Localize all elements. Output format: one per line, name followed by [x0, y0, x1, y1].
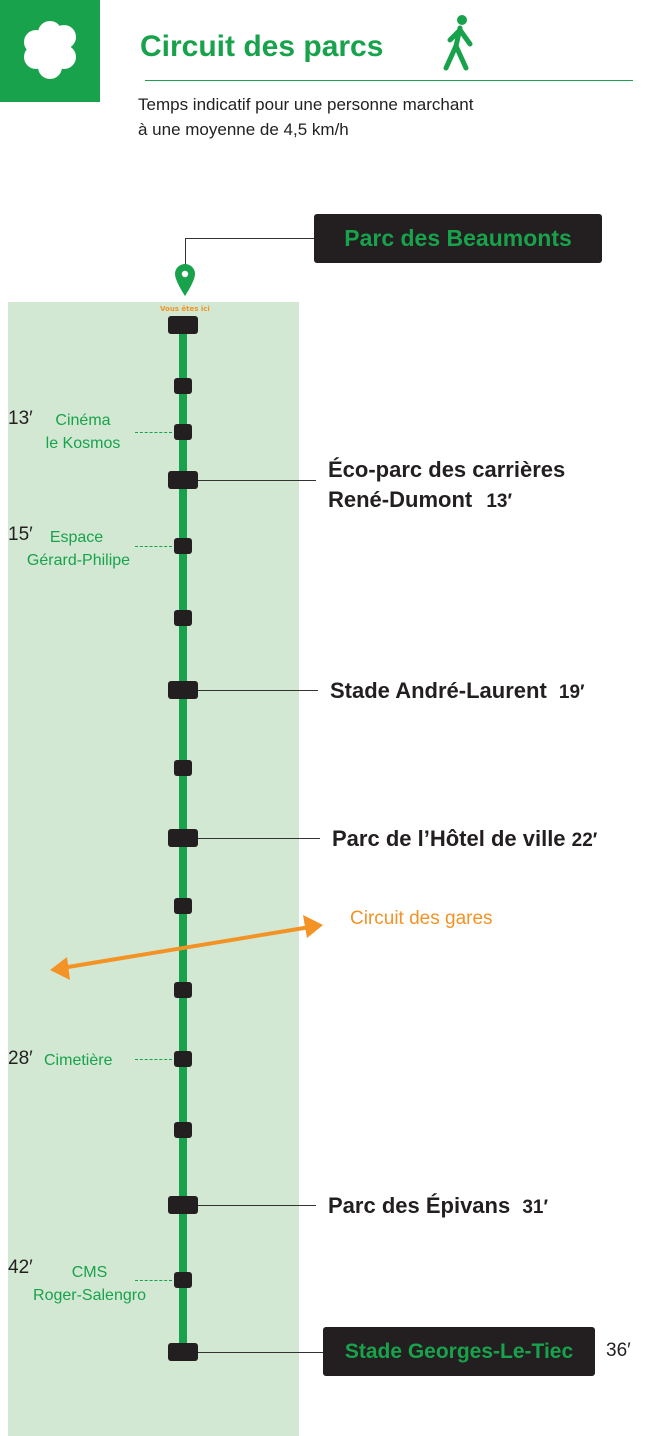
flower-cloud-icon [24, 21, 76, 79]
side-stop-name: Espace [49, 529, 104, 546]
dotted-connector [135, 1280, 172, 1281]
minor-stop [174, 378, 192, 394]
minor-stop [174, 1051, 192, 1067]
station-label: Stade André-Laurent 19′ [330, 676, 585, 708]
connector-line [198, 1352, 323, 1353]
side-stop-name: Cinéma [55, 412, 111, 429]
station-label: Éco-parc des carrières René-Dumont 13′ [328, 455, 565, 517]
dotted-connector [135, 546, 172, 547]
side-stop-time: 28′ [8, 1048, 33, 1069]
dotted-connector [135, 432, 172, 433]
station-name: Éco-parc des carrières [328, 457, 566, 482]
connector-line [185, 238, 186, 266]
side-stop-label: CMS Roger-Salengro [23, 1261, 156, 1307]
side-stop-name: le Kosmos [45, 435, 121, 452]
connector-line [185, 238, 314, 239]
park-logo [0, 0, 100, 102]
station-stop [168, 1196, 198, 1214]
station-time: 22′ [571, 830, 598, 851]
station-stop [168, 681, 198, 699]
minor-stop [174, 982, 192, 998]
side-stop-time: 15′ [8, 524, 33, 545]
subtitle-line: Temps indicatif pour une personne marcha… [138, 95, 474, 114]
side-stop-label: Espace Gérard-Philipe [16, 526, 141, 572]
side-stop-name: Cimetière [44, 1052, 113, 1069]
station-name: Parc de l’Hôtel de ville [332, 826, 566, 851]
station-label: Parc de l’Hôtel de ville 22′ [332, 824, 597, 856]
route-panel [8, 302, 299, 1436]
terminus-station-label: Stade Georges-Le-Tiec [323, 1327, 595, 1376]
side-stop-time: 13′ [8, 408, 33, 429]
station-time: 19′ [558, 682, 585, 703]
station-time: 31′ [522, 1197, 549, 1218]
title-divider [145, 80, 633, 81]
minor-stop [174, 1122, 192, 1138]
minor-stop [174, 898, 192, 914]
side-stop-label: Cinéma le Kosmos [40, 409, 126, 455]
subtitle: Temps indicatif pour une personne marcha… [138, 92, 473, 142]
station-name: Parc des Épivans [328, 1193, 511, 1218]
side-stop-name: Roger-Salengro [33, 1287, 146, 1304]
double-arrow-icon [50, 915, 323, 980]
station-name: Stade André-Laurent [330, 678, 547, 703]
connector-line [198, 838, 320, 839]
connector-line [198, 480, 316, 481]
connector-line [198, 690, 318, 691]
station-stop [168, 829, 198, 847]
location-pin-icon [175, 264, 195, 296]
side-stop-name: CMS [71, 1264, 108, 1281]
connector-line [198, 1205, 316, 1206]
origin-station-label: Parc des Beaumonts [314, 214, 602, 263]
side-stop-name: Gérard-Philipe [26, 552, 131, 569]
minor-stop [174, 610, 192, 626]
station-stop [168, 316, 198, 334]
station-name: René-Dumont [328, 487, 473, 512]
station-time: 13′ [486, 491, 513, 512]
station-time: 36′ [606, 1340, 631, 1361]
minor-stop [174, 424, 192, 440]
side-stop-time: 42′ [8, 1257, 33, 1278]
station-label: Parc des Épivans 31′ [328, 1191, 548, 1223]
minor-stop [174, 760, 192, 776]
page-title: Circuit des parcs [140, 30, 384, 63]
you-are-here-label: Vous êtes ici [160, 305, 210, 313]
minor-stop [174, 538, 192, 554]
station-stop [168, 471, 198, 489]
subtitle-line: à une moyenne de 4,5 km/h [138, 120, 349, 139]
minor-stop [174, 1272, 192, 1288]
station-stop [168, 1343, 198, 1361]
dotted-connector [135, 1059, 172, 1060]
pedestrian-icon [443, 15, 473, 71]
connection-label: Circuit des gares [350, 908, 493, 929]
